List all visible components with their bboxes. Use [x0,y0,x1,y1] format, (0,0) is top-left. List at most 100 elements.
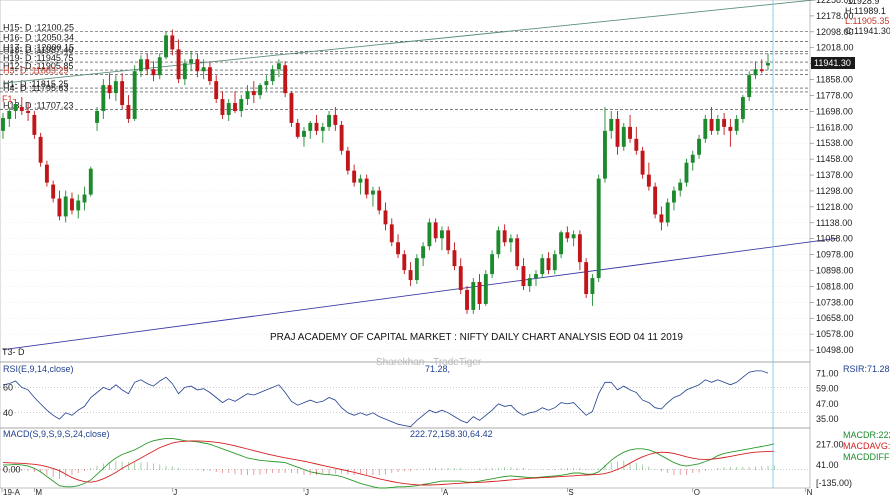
candle-body [276,63,281,70]
watermark: Sharekhan - TradeTiger [376,357,482,368]
candle-body [126,105,131,119]
last-price-tag [811,56,855,69]
candle-body [427,222,432,247]
candle-body [659,214,664,223]
candle-body [546,258,551,271]
candle-body [95,110,100,123]
price-tick-label: 11378.00 [816,170,853,180]
candle-body [371,190,375,195]
candle-body [157,57,162,76]
macd-right-label: MACDDIFF:64.42 [843,452,890,462]
level-label: H16- D :12050.34 [3,32,74,42]
price-tick-label: 11458.00 [816,154,853,164]
candle-body [502,230,507,243]
macd-panel: 0.00217.0041.00[-135.00)MACDR:222.72MACD… [0,430,890,489]
candle-body [565,232,570,239]
x-tick-label: J [305,488,309,495]
candle-body [766,62,770,66]
price-tick-label: 11538.00 [816,138,853,148]
candle-body [82,194,87,203]
candle-body [584,262,589,294]
candle-body [690,154,695,163]
candle-body [709,118,714,131]
candle-body [458,266,463,290]
macd-right-label: MACDR:222.72 [843,430,890,440]
macd-bottom-label: [-135.00) [816,478,852,488]
candle-body [358,178,363,183]
candle-body [7,110,12,119]
candle-body [88,168,93,195]
rsi-title: RSI(E,9,14,close) [3,364,74,374]
price-tick-label: 12258.00 [816,0,854,5]
candle-body [740,97,745,119]
candle-body [32,114,37,135]
f1-label: F1- [2,94,16,104]
x-tick-label: N [807,488,813,495]
candle-body [19,107,24,111]
last-price-tag-label: 11941.30 [814,58,851,68]
rsi-left-tick-label: 40 [3,408,13,418]
price-tick-label: 11618.00 [816,122,853,132]
candle-body [195,59,200,72]
candle-body [477,282,482,304]
price-tick-label: 11778.00 [816,90,853,100]
x-tick-label: M [35,488,42,495]
candle-body [76,200,81,211]
rsi-right-tick-label: 71.00 [816,368,839,378]
macd-left-tick-label: 0.00 [3,465,21,475]
ohlc-readout-item: C:11941.30 [845,26,890,36]
candle-body [44,164,49,183]
candle-body [226,103,231,115]
candle-body [628,126,632,139]
candle-body [201,67,206,72]
price-tick-label: 10898.00 [816,266,854,276]
candle-body [402,254,407,271]
candle-body [283,65,288,94]
price-tick-label: 10818.00 [816,281,854,291]
candle-body [471,282,476,310]
candle-body [715,118,720,131]
candle-body [496,230,501,255]
price-tick-label: 11858.00 [816,75,853,85]
candle-body [182,63,187,80]
candle-body [258,85,263,96]
candle-body [320,126,325,131]
macd-right-tick-label: 217.00 [816,440,844,450]
candle-body [603,130,607,179]
candle-body [703,118,708,139]
candle-body [534,274,538,279]
rsi-left-tick-label: 60 [3,382,13,392]
price-axis: 12258.00 12178.00 12098.00 12018.00 11858.00… [810,0,854,355]
candle-body [151,69,156,76]
candle-body [352,170,357,183]
candle-body [421,246,426,259]
candle-body [245,91,250,100]
price-tick-label: 10578.00 [816,329,854,339]
rsi-right-tick-label: 35.00 [816,414,839,424]
price-tick-label: 10658.00 [816,313,854,323]
candle-body [671,190,676,203]
trendline-lower [2,237,838,351]
price-tick-label: 12018.00 [816,43,854,53]
candle-body [295,122,300,137]
candle-body [646,174,651,187]
price-tick-label: 11058.00 [816,234,853,244]
candle-body [759,69,764,72]
candle-body [465,289,469,310]
price-tick-label: 12098.00 [816,27,854,37]
candle-body [383,210,388,225]
price-tick-label: 11298.00 [816,186,853,196]
candle-body [490,254,495,275]
candle-body [521,266,526,287]
candle-body [665,202,670,223]
candle-body [408,270,413,281]
rsi-value-label: 71.28, [425,364,450,374]
price-tick-label: 10498.00 [816,345,854,355]
candle-body [314,122,319,131]
candle-body [640,150,645,175]
x-tick-label: O [694,488,700,495]
